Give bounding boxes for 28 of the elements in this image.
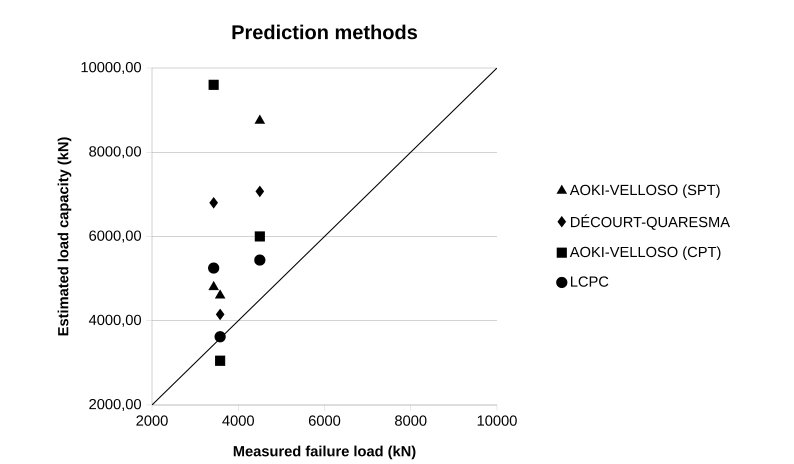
legend-label: AOKI-VELLOSO (CPT) bbox=[570, 246, 720, 260]
y-tick-label: 6000,00 bbox=[89, 230, 142, 243]
point bbox=[254, 254, 266, 266]
point bbox=[216, 308, 224, 320]
x-tick-label: 2000 bbox=[136, 416, 168, 426]
y-tick-label: 2000,00 bbox=[89, 399, 142, 412]
point bbox=[214, 331, 226, 342]
point bbox=[208, 281, 219, 290]
chart-title: Prediction methods bbox=[232, 24, 417, 40]
point bbox=[215, 356, 226, 366]
y-tick-label: 10000,00 bbox=[82, 62, 142, 74]
point bbox=[256, 186, 264, 198]
legend-label: DÉCOURT-QUARESMA bbox=[570, 214, 730, 230]
y-tick-label: 4000,00 bbox=[88, 314, 142, 327]
x-tick-label: 4000 bbox=[222, 416, 254, 426]
point bbox=[208, 80, 219, 90]
point bbox=[209, 197, 218, 209]
x-tick-label: 8000 bbox=[395, 416, 426, 426]
legend-label: LCPC bbox=[570, 276, 608, 287]
x-axis-title: Measured failure load (kN) bbox=[234, 446, 416, 460]
legend-label: AOKI-VELLOSO (SPT) bbox=[570, 184, 720, 198]
x-tick-label: 6000 bbox=[308, 416, 340, 426]
x-tick-label: 10000 bbox=[478, 416, 517, 426]
y-tick-label: 8000,00 bbox=[89, 146, 142, 158]
point bbox=[215, 290, 226, 299]
y-axis-title: Estimated load capacity (kN) bbox=[58, 138, 72, 336]
point bbox=[208, 262, 220, 274]
point bbox=[254, 232, 265, 242]
